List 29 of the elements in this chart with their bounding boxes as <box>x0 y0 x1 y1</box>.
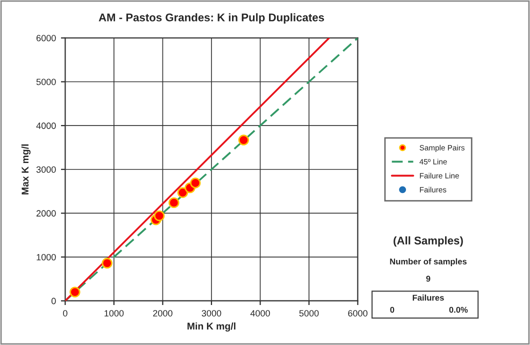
text: 0.0% <box>449 306 468 313</box>
point <box>102 258 112 269</box>
x-tick-label: 3000 <box>202 310 222 316</box>
y-tick-label: 2000 <box>36 210 56 217</box>
chart-title: AM - Pastos Grandes: K in Pulp Duplicates <box>98 13 324 24</box>
y-tick-label: 0 <box>51 298 56 304</box>
x-tick-label: 1000 <box>104 310 124 316</box>
point <box>177 187 188 198</box>
point <box>154 210 165 222</box>
x-tick-label: 4000 <box>250 310 270 316</box>
y-tick-label: 3000 <box>36 166 56 173</box>
x-axis-title: Min K mg/l <box>188 322 236 332</box>
y-tick-label: 6000 <box>36 34 56 42</box>
y-tick-label: 5000 <box>36 78 56 86</box>
text: Failures <box>412 294 444 301</box>
point <box>190 178 201 188</box>
y-axis-title: Max K mg/l <box>21 144 31 194</box>
text: 9 <box>426 276 430 282</box>
x-tick-label: 0 <box>63 310 68 316</box>
point <box>168 197 180 208</box>
text: Number of samples <box>390 258 467 266</box>
x-tick-label: 6000 <box>348 310 368 316</box>
y-tick-label: 1000 <box>36 254 56 260</box>
point <box>238 134 250 146</box>
x-tick-label: 2000 <box>153 310 172 316</box>
text: (All Samples) <box>394 236 463 247</box>
y-tick-label: 4000 <box>36 122 56 129</box>
point <box>70 286 80 298</box>
x-tick-label: 5000 <box>299 310 319 316</box>
